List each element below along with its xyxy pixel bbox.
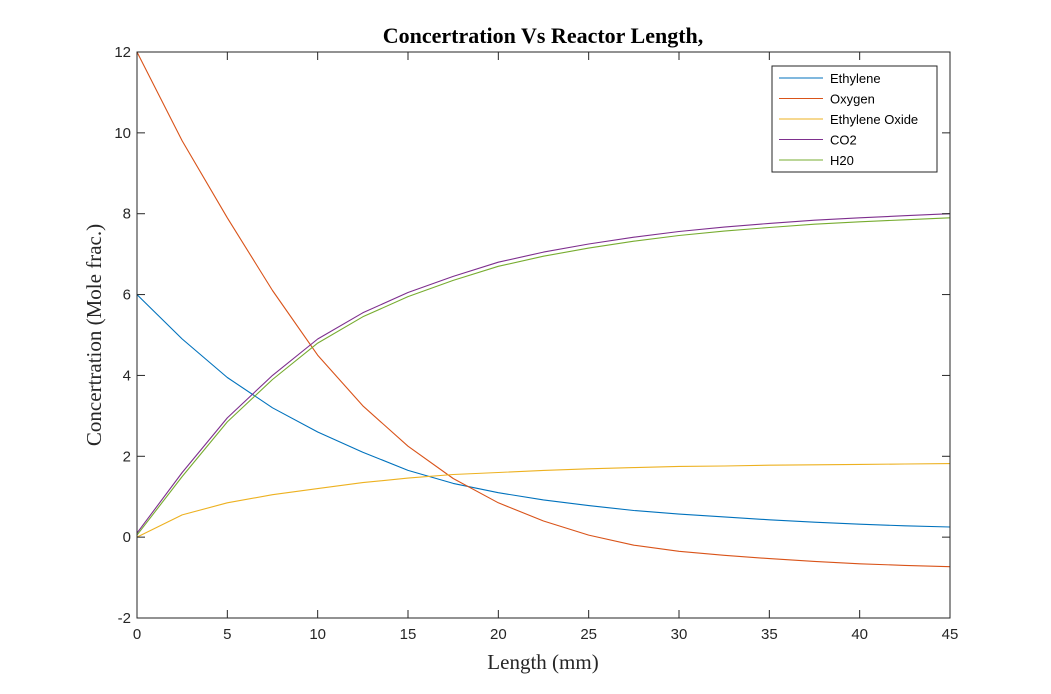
series-line-ethylene-oxide: [136, 463, 951, 538]
x-tick-label: 15: [400, 626, 417, 643]
y-tick-label: 8: [123, 206, 131, 223]
x-axis-label: Length (mm): [487, 650, 598, 674]
x-tick-label: 25: [580, 626, 597, 643]
x-tick-label: 20: [490, 626, 507, 643]
chart-title: Concertration Vs Reactor Length,: [383, 23, 704, 48]
legend-label: CO2: [830, 133, 857, 148]
plot-frame: [136, 51, 951, 619]
y-tick-label: 0: [123, 529, 131, 546]
x-tick-label: 0: [133, 626, 141, 643]
series-line-ethylene: [136, 294, 951, 528]
x-tick-label: 35: [761, 626, 778, 643]
y-tick-label: 10: [114, 125, 131, 142]
legend-label: Ethylene Oxide: [830, 112, 918, 127]
y-axis-label: Concertration (Mole frac.): [82, 224, 106, 446]
series-line-co2: [136, 213, 951, 534]
legend-label: H20: [830, 153, 854, 168]
x-tick-label: 45: [942, 626, 959, 643]
series-layer: [136, 51, 951, 568]
series-line-h20: [136, 217, 951, 536]
legend-label: Oxygen: [830, 92, 875, 107]
legend-label: Ethylene: [830, 71, 881, 86]
x-tick-label: 40: [851, 626, 868, 643]
legend: Ethylene Oxygen Ethylene Oxide CO2 H20: [771, 65, 938, 173]
series-line-oxygen: [136, 51, 951, 568]
y-tick-label: 4: [123, 367, 131, 384]
y-tick-label: -2: [118, 610, 131, 627]
y-tick-label: 6: [123, 287, 131, 304]
y-tick-label: 2: [123, 448, 131, 465]
y-tick-label: 12: [114, 44, 131, 61]
x-tick-label: 10: [309, 626, 326, 643]
x-tick-label: 30: [671, 626, 688, 643]
x-tick-label: 5: [223, 626, 231, 643]
